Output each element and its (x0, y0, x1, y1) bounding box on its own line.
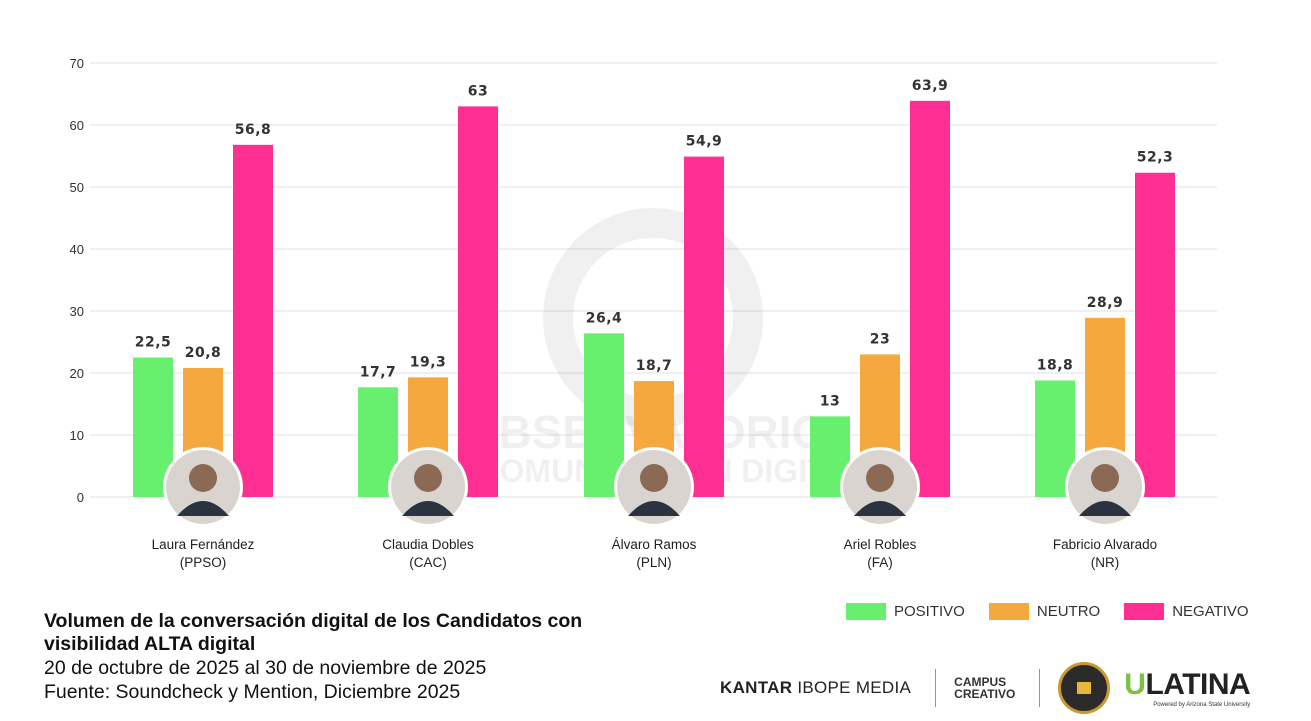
legend-label: POSITIVO (894, 603, 965, 620)
person-body-icon (854, 501, 906, 516)
divider (1039, 669, 1041, 707)
category-party: (CAC) (409, 555, 447, 570)
legend-label: NEGATIVO (1172, 603, 1249, 620)
source: Fuente: Soundcheck y Mention, Diciembre … (44, 681, 461, 703)
data-label: 17,7 (360, 364, 397, 380)
data-label: 26,4 (586, 310, 623, 326)
data-label: 63,9 (912, 78, 949, 94)
category-party: (PPSO) (180, 555, 227, 570)
kantar-logo: KANTAR IBOPE MEDIA (720, 678, 912, 697)
data-label: 28,9 (1087, 295, 1124, 311)
data-label: 18,8 (1037, 357, 1074, 373)
data-label: 54,9 (686, 134, 723, 150)
category-party: (NR) (1091, 555, 1120, 570)
category-label: Fabricio Alvarado (1053, 537, 1157, 552)
sponsor-logos: KANTAR IBOPE MEDIA CAMPUS CREATIVO ULATIN… (720, 660, 1251, 716)
y-tick-label: 60 (70, 118, 84, 133)
person-head-icon (866, 464, 894, 492)
category-label: Álvaro Ramos (612, 537, 697, 552)
person-head-icon (414, 464, 442, 492)
person-head-icon (640, 464, 668, 492)
y-tick-label: 30 (70, 304, 84, 319)
legend-item-neutro: NEUTRO (988, 603, 1101, 620)
bar-negativo (684, 156, 724, 497)
category-label: Ariel Robles (844, 537, 917, 552)
person-body-icon (628, 501, 680, 516)
legend-label: NEUTRO (1036, 603, 1101, 620)
data-label: 56,8 (235, 122, 272, 138)
seal-icon (1058, 662, 1111, 714)
data-label: 23 (870, 331, 890, 347)
legend-swatch (1124, 603, 1165, 620)
bar-chart: 010203040506070OBSERVATORIODE COMUNICACI… (70, 56, 1217, 570)
y-tick-label: 20 (70, 366, 84, 381)
bar-negativo (458, 106, 498, 498)
category-party: (PLN) (636, 555, 671, 570)
legend-item-positivo: POSITIVO (846, 603, 965, 620)
y-tick-label: 0 (77, 490, 84, 505)
divider (935, 669, 937, 707)
y-tick-label: 70 (70, 56, 84, 71)
caption: Volumen de la conversación digital de lo… (44, 610, 644, 704)
person-body-icon (1079, 501, 1131, 516)
data-label: 13 (820, 393, 840, 409)
y-tick-label: 10 (70, 428, 84, 443)
data-label: 22,5 (135, 335, 172, 351)
y-tick-label: 40 (70, 242, 84, 257)
category-label: Claudia Dobles (382, 537, 474, 552)
person-head-icon (189, 464, 217, 492)
person-body-icon (402, 501, 454, 516)
category-party: (FA) (867, 555, 893, 570)
ulatina-logo: ULATINA Powered by Arizona State Univers… (1124, 668, 1251, 708)
person-body-icon (177, 501, 229, 516)
bar-negativo (910, 100, 950, 497)
bar-negativo (1135, 172, 1175, 498)
data-label: 63 (468, 83, 488, 99)
chart-title: Volumen de la conversación digital de lo… (44, 610, 583, 655)
data-label: 52,3 (1137, 150, 1174, 166)
data-label: 18,7 (636, 358, 673, 374)
legend-swatch (988, 603, 1029, 620)
date-range: 20 de octubre de 2025 al 30 de noviembre… (44, 657, 487, 679)
legend-swatch (846, 603, 886, 620)
legend-item-negativo: NEGATIVO (1124, 603, 1249, 620)
person-head-icon (1091, 464, 1119, 492)
bar-negativo (233, 144, 273, 497)
y-tick-label: 50 (70, 180, 84, 195)
bar-positivo (584, 333, 624, 497)
legend: POSITIVO NEUTRO NEGATIVO (846, 603, 1273, 620)
campus-creativo-logo: CAMPUS CREATIVO (954, 675, 1016, 701)
category-label: Laura Fernández (152, 537, 255, 552)
data-label: 20,8 (185, 345, 222, 361)
data-label: 19,3 (410, 354, 447, 370)
